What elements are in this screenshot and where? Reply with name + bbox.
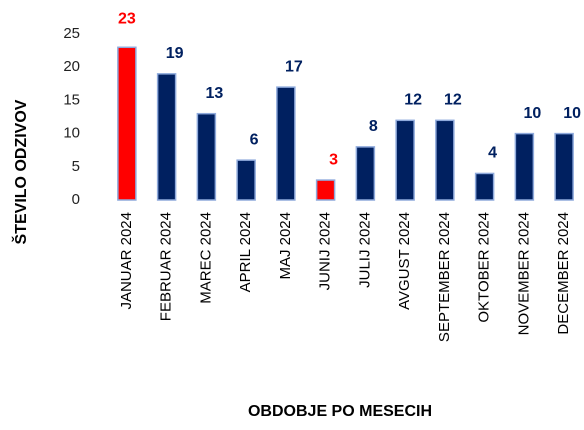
bar <box>474 172 495 201</box>
y-tick-label: 0 <box>72 191 80 208</box>
y-tick-label: 25 <box>63 25 80 42</box>
bar <box>276 86 296 201</box>
x-tick-label: SEPTEMBER 2024 <box>436 212 453 342</box>
x-tick-label: MAJ 2024 <box>277 212 294 280</box>
data-label: 3 <box>329 151 338 168</box>
data-label: 12 <box>404 92 422 109</box>
x-tick-label: AVGUST 2024 <box>396 212 413 310</box>
bar <box>355 146 376 201</box>
data-label: 8 <box>369 118 378 135</box>
data-label: 10 <box>563 105 581 122</box>
x-tick-label: JANUAR 2024 <box>118 212 135 310</box>
x-axis-title: OBDOBJE PO MESECIH <box>248 403 432 420</box>
bar <box>435 119 455 201</box>
bar <box>514 132 535 201</box>
data-label: 6 <box>250 131 259 148</box>
x-tick-label: NOVEMBER 2024 <box>515 212 532 335</box>
bar <box>315 179 336 201</box>
data-label: 13 <box>205 85 223 102</box>
y-tick-label: 20 <box>63 58 80 75</box>
y-tick-label: 5 <box>72 158 80 175</box>
data-label: 10 <box>523 105 541 122</box>
bar <box>196 112 217 201</box>
x-tick-label: APRIL 2024 <box>237 212 254 292</box>
data-label: 4 <box>488 145 497 162</box>
data-label: 12 <box>444 92 462 109</box>
y-axis-title: ŠTEVILO ODZIVOV <box>11 99 30 244</box>
bar <box>395 119 415 201</box>
x-tick-label: JULIJ 2024 <box>356 212 373 288</box>
x-tick-label: OKTOBER 2024 <box>476 212 493 323</box>
x-tick-label: DECEMBER 2024 <box>555 212 572 335</box>
bar <box>236 159 256 201</box>
x-tick-label: FEBRUAR 2024 <box>158 212 175 321</box>
data-label: 17 <box>285 58 303 75</box>
x-tick-label: JUNIJ 2024 <box>317 212 334 290</box>
x-tick-label: MAREC 2024 <box>197 212 214 304</box>
bar <box>156 73 177 201</box>
y-tick-label: 15 <box>63 91 80 108</box>
y-tick-label: 10 <box>63 125 80 142</box>
data-label: 19 <box>166 45 184 62</box>
data-label: 23 <box>118 10 136 27</box>
bar <box>554 132 574 201</box>
bar <box>117 46 137 201</box>
